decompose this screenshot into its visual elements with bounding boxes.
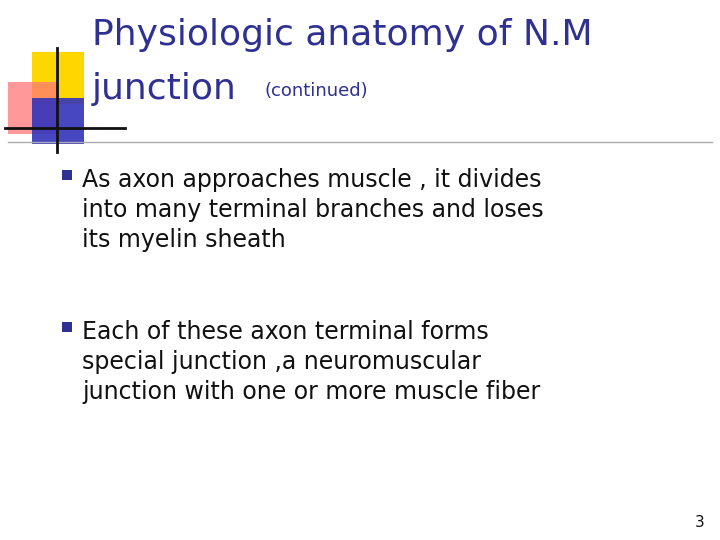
Text: junction: junction bbox=[92, 72, 237, 106]
Text: its myelin sheath: its myelin sheath bbox=[82, 228, 286, 252]
Text: into many terminal branches and loses: into many terminal branches and loses bbox=[82, 198, 544, 222]
Text: Each of these axon terminal forms: Each of these axon terminal forms bbox=[82, 320, 489, 344]
Text: As axon approaches muscle , it divides: As axon approaches muscle , it divides bbox=[82, 168, 541, 192]
Text: (continued): (continued) bbox=[265, 82, 369, 100]
Bar bbox=[62, 322, 72, 332]
Text: Physiologic anatomy of N.M: Physiologic anatomy of N.M bbox=[92, 18, 593, 52]
Bar bbox=[32, 52, 84, 104]
Bar bbox=[62, 170, 72, 180]
Text: junction with one or more muscle fiber: junction with one or more muscle fiber bbox=[82, 380, 540, 404]
Text: special junction ,a neuromuscular: special junction ,a neuromuscular bbox=[82, 350, 481, 374]
Bar bbox=[8, 82, 58, 134]
Bar bbox=[32, 98, 84, 144]
Text: 3: 3 bbox=[696, 515, 705, 530]
